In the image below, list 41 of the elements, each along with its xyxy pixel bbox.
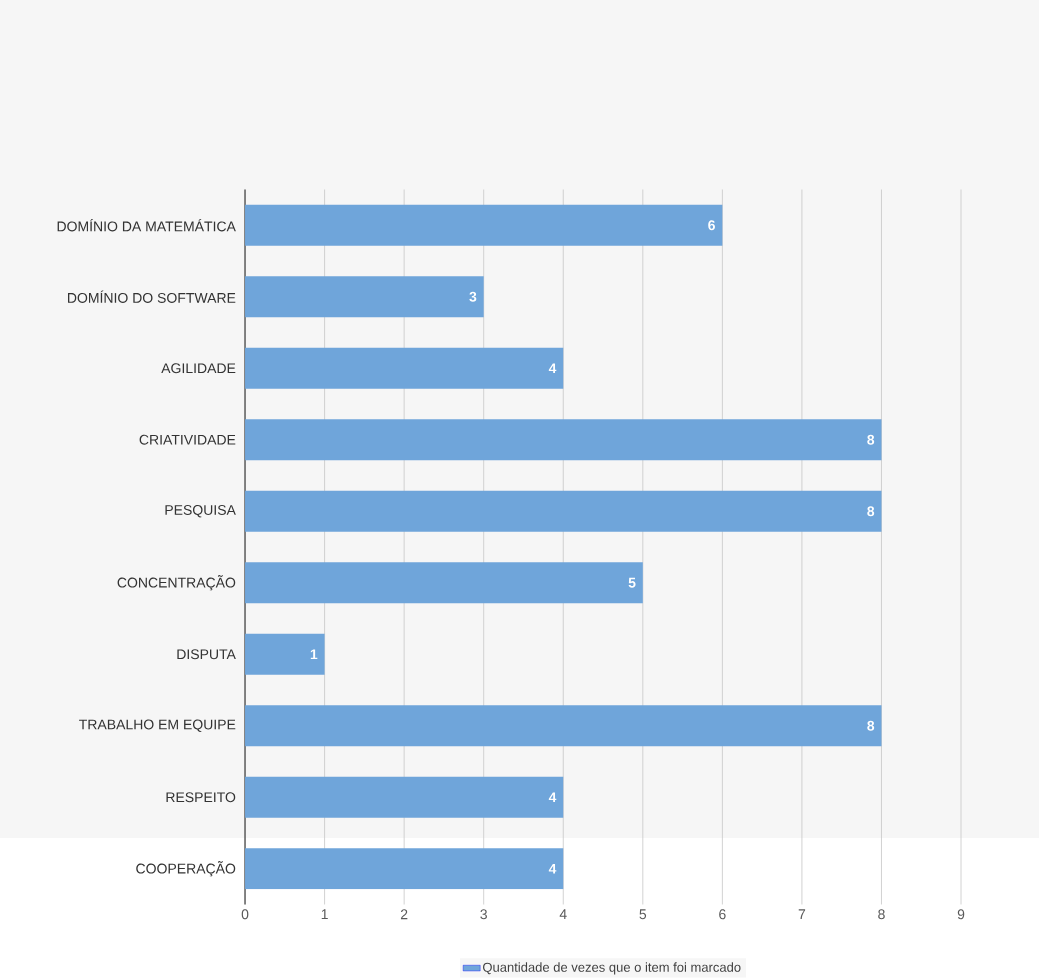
bar (245, 347, 564, 389)
bar (245, 419, 882, 461)
y-tick-label: COOPERAÇÃO (136, 861, 236, 877)
bar (245, 490, 882, 532)
bar (245, 562, 643, 604)
data-label: 8 (867, 506, 875, 517)
x-tick-label: 3 (480, 909, 487, 920)
y-tick-label: CRIATIVIDADE (139, 434, 236, 445)
y-tick-label: CONCENTRAÇÃO (117, 575, 236, 591)
bar (245, 633, 325, 675)
x-tick-label: 2 (400, 909, 408, 920)
bar (245, 705, 882, 747)
data-label: 8 (867, 434, 875, 445)
x-tick-label: 0 (241, 909, 249, 920)
data-label: 4 (548, 864, 557, 874)
legend-label: Quantidade de vezes que o item foi marcado (483, 962, 741, 975)
x-tick-label: 8 (878, 909, 885, 920)
x-tick-label: 9 (957, 909, 965, 920)
data-label: 3 (469, 291, 477, 302)
y-tick-label: AGILIDADE (161, 363, 236, 374)
x-tick-label: 5 (639, 909, 647, 920)
y-tick-label: PESQUISA (165, 505, 236, 518)
bar (245, 204, 723, 246)
data-label: 8 (867, 720, 875, 731)
y-tick-label: DISPUTA (177, 649, 236, 660)
data-label: 1 (310, 649, 318, 660)
data-label: 5 (628, 577, 636, 588)
bar (245, 776, 564, 818)
x-tick-label: 7 (798, 909, 806, 920)
y-tick-label: RESPEITO (166, 792, 236, 803)
data-label: 4 (548, 792, 557, 803)
y-tick-label: TRABALHO EM EQUIPE (79, 719, 236, 733)
x-tick-label: 1 (321, 909, 328, 920)
y-tick-label: DOMÍNIO DO SOFTWARE (68, 290, 236, 303)
x-tick-label: 6 (719, 909, 726, 920)
data-label: 6 (708, 220, 715, 231)
bar (245, 276, 484, 318)
bar (245, 848, 564, 890)
x-tick-label: 4 (559, 909, 567, 920)
data-label: 4 (548, 363, 557, 374)
y-tick-label: DOMÍNIO DA MATEMÁTICA (57, 219, 236, 232)
